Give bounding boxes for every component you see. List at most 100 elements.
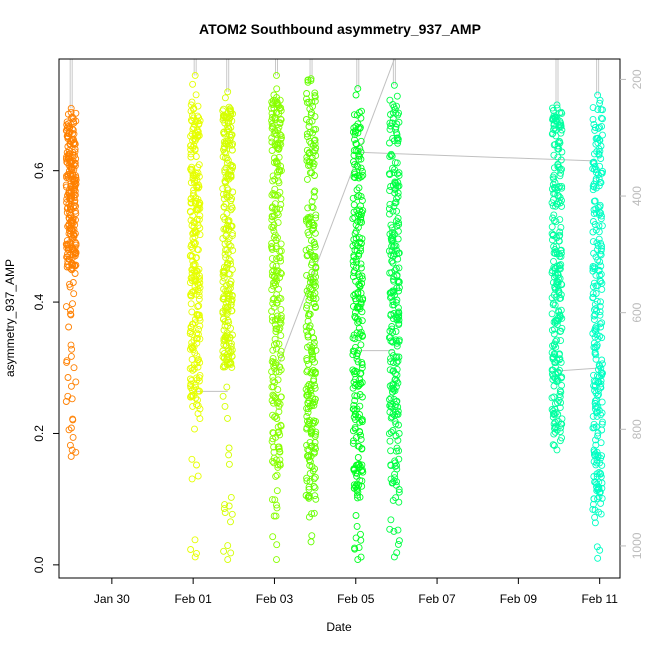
data-point xyxy=(187,199,195,206)
data-point xyxy=(221,94,229,102)
data-point xyxy=(389,231,397,239)
data-point xyxy=(188,455,196,463)
data-point xyxy=(268,239,276,247)
data-point xyxy=(269,189,277,197)
data-point xyxy=(222,200,230,208)
data-point xyxy=(388,348,396,356)
data-point xyxy=(353,484,361,492)
data-point xyxy=(555,315,563,323)
data-point xyxy=(307,538,315,546)
data-point xyxy=(220,195,228,203)
data-point xyxy=(224,414,231,422)
data-point xyxy=(310,239,318,246)
data-point xyxy=(188,117,196,125)
data-point xyxy=(268,307,276,315)
data-point xyxy=(359,296,367,304)
data-point xyxy=(590,371,597,379)
data-point xyxy=(72,261,80,269)
data-point xyxy=(598,285,606,293)
data-point xyxy=(187,291,195,299)
data-point xyxy=(193,329,201,337)
data-point xyxy=(310,221,318,229)
data-point xyxy=(223,263,230,271)
data-point xyxy=(556,404,564,412)
data-point xyxy=(306,169,314,177)
data-point xyxy=(395,109,403,117)
data-point xyxy=(268,286,276,294)
data-point xyxy=(395,319,403,327)
data-point xyxy=(390,301,398,309)
data-point xyxy=(310,126,318,134)
data-point xyxy=(356,493,364,501)
data-point xyxy=(273,296,281,304)
data-point xyxy=(187,179,195,187)
data-point xyxy=(395,537,403,545)
connector-line xyxy=(556,367,598,372)
data-point xyxy=(392,432,400,440)
data-point xyxy=(558,381,566,389)
data-point xyxy=(353,368,361,376)
data-point xyxy=(386,210,393,218)
data-point xyxy=(228,146,236,154)
data-point xyxy=(63,158,71,166)
data-point xyxy=(393,410,401,418)
data-point xyxy=(270,233,278,241)
data-point xyxy=(593,459,601,467)
data-point xyxy=(312,495,320,503)
data-point xyxy=(67,341,75,349)
data-point xyxy=(392,328,400,335)
data-point xyxy=(357,435,365,443)
data-point xyxy=(591,221,599,228)
data-point xyxy=(554,377,562,385)
data-point xyxy=(275,123,283,131)
data-point xyxy=(195,295,203,303)
data-point xyxy=(554,163,562,171)
data-point xyxy=(305,150,313,158)
data-point xyxy=(597,510,605,518)
data-point xyxy=(312,263,320,271)
data-point xyxy=(590,121,598,128)
data-point xyxy=(551,411,559,419)
data-point xyxy=(67,104,75,112)
data-point xyxy=(591,300,599,308)
data-point xyxy=(596,546,604,554)
data-point xyxy=(598,122,606,130)
data-point xyxy=(595,361,603,369)
data-point xyxy=(392,337,400,345)
data-point xyxy=(62,398,70,405)
data-point xyxy=(224,259,232,267)
data-point xyxy=(388,269,396,277)
data-point xyxy=(598,222,606,230)
data-point xyxy=(303,153,311,161)
data-point xyxy=(190,142,198,150)
data-point xyxy=(277,316,284,324)
data-point xyxy=(191,536,199,544)
connector-line xyxy=(357,151,598,162)
data-point xyxy=(349,427,357,435)
data-point xyxy=(352,469,360,477)
data-point xyxy=(311,465,319,473)
data-point xyxy=(388,152,396,160)
data-point xyxy=(274,386,282,394)
data-point xyxy=(392,383,400,391)
data-point xyxy=(598,334,606,342)
data-point xyxy=(598,426,606,434)
data-point xyxy=(389,352,397,360)
data-point xyxy=(312,428,320,436)
data-point xyxy=(591,265,599,273)
data-point xyxy=(550,171,558,179)
data-point xyxy=(270,512,278,520)
data-point xyxy=(550,264,558,272)
data-point xyxy=(598,420,606,428)
data-point xyxy=(351,407,359,415)
data-point xyxy=(219,185,227,193)
data-point xyxy=(64,204,72,212)
data-point xyxy=(66,211,74,219)
data-point xyxy=(188,475,196,483)
data-point xyxy=(549,353,557,361)
data-point xyxy=(311,395,319,403)
data-point xyxy=(392,494,400,502)
data-point xyxy=(310,509,318,517)
data-point xyxy=(549,104,556,112)
data-point xyxy=(273,101,281,108)
